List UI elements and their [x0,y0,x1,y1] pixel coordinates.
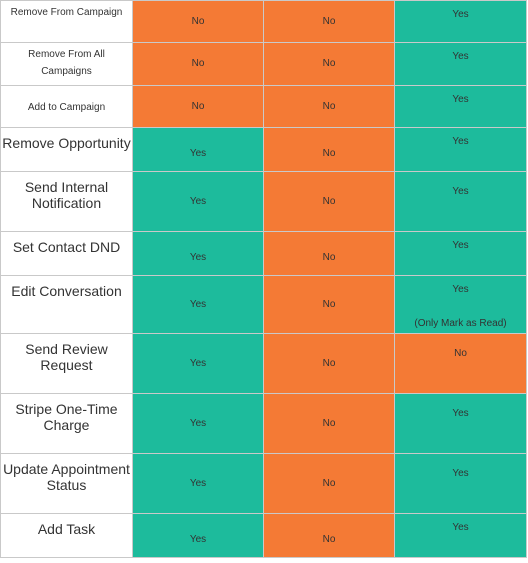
table-row: Remove From Campaign No No Yes [0,0,527,43]
cell-value: No [263,231,395,276]
row-label: Remove Opportunity [0,127,133,172]
table-row: Remove From All Campaigns No No Yes [0,42,527,86]
table-row: Add to Campaign No No Yes [0,85,527,128]
table-row: Stripe One-Time Charge Yes No Yes [0,393,527,454]
cell-value: Yes [132,453,264,514]
cell-value: No [263,171,395,232]
cell-text: Yes [452,94,469,105]
table-row: Remove Opportunity Yes No Yes [0,127,527,172]
cell-value: No [263,42,395,86]
cell-text: Yes [452,468,469,479]
cell-value: No [132,85,264,128]
table-row: Send Review Request Yes No No [0,333,527,394]
table-row: Send Internal Notification Yes No Yes [0,171,527,232]
cell-value: No [132,42,264,86]
cell-text: Yes [452,136,469,147]
cell-value: No [263,275,395,334]
row-label: Send Review Request [0,333,133,394]
row-label: Stripe One-Time Charge [0,393,133,454]
cell-value: No [263,85,395,128]
cell-text: Yes [452,522,469,533]
row-label: Add to Campaign [0,85,133,128]
cell-value: Yes [394,85,527,128]
cell-value: Yes [132,231,264,276]
row-label: Update Appointment Status [0,453,133,514]
cell-value: Yes [132,333,264,394]
cell-value: Yes [394,231,527,276]
cell-value: Yes [132,513,264,558]
cell-value: Yes [394,42,527,86]
cell-value: Yes [394,453,527,514]
cell-value: No [263,127,395,172]
cell-value: No [263,333,395,394]
cell-value: No [263,0,395,43]
cell-text: Yes [452,240,469,251]
cell-value: Yes (Only Mark as Read) [394,275,527,334]
cell-value: No [394,333,527,394]
table-row: Edit Conversation Yes No Yes (Only Mark a… [0,275,527,334]
cell-text: Yes [452,9,469,20]
cell-note: (Only Mark as Read) [414,318,507,329]
cell-value: No [263,393,395,454]
row-label: Remove From All Campaigns [0,42,133,86]
cell-value: No [263,453,395,514]
row-label: Send Internal Notification [0,171,133,232]
cell-value: Yes [132,127,264,172]
table-row: Add Task Yes No Yes [0,513,527,558]
row-label: Set Contact DND [0,231,133,276]
cell-value: Yes [394,0,527,43]
cell-value: Yes [132,393,264,454]
cell-text: Yes [452,284,469,295]
cell-value: No [132,0,264,43]
cell-value: Yes [132,171,264,232]
cell-value: Yes [132,275,264,334]
table-row: Update Appointment Status Yes No Yes [0,453,527,514]
row-label: Edit Conversation [0,275,133,334]
row-label: Remove From Campaign [0,0,133,43]
cell-value: No [263,513,395,558]
cell-text: Yes [452,51,469,62]
cell-text: Yes [452,408,469,419]
cell-text: No [454,348,467,359]
cell-value: Yes [394,393,527,454]
cell-value: Yes [394,127,527,172]
row-label: Add Task [0,513,133,558]
table-row: Set Contact DND Yes No Yes [0,231,527,276]
cell-text: Yes [452,186,469,197]
cell-value: Yes [394,513,527,558]
cell-value: Yes [394,171,527,232]
